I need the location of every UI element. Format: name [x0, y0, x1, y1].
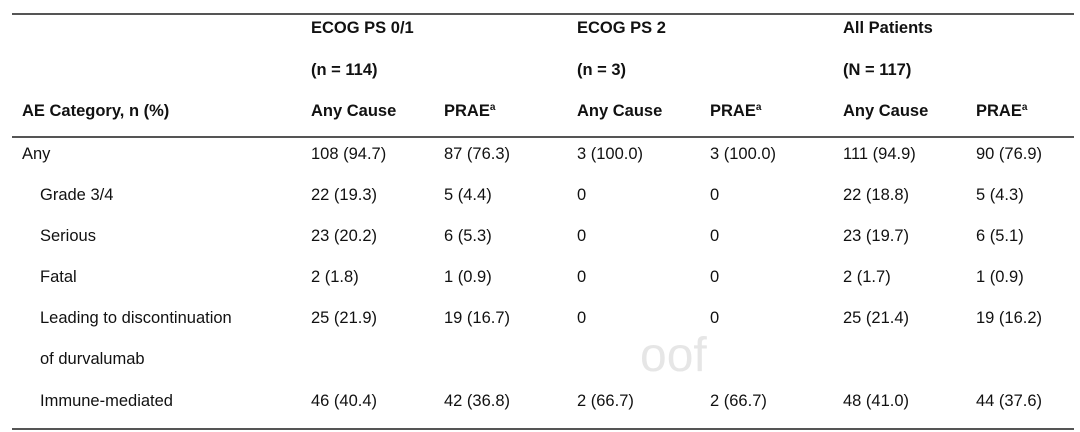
table-row: Any 108 (94.7) 87 (76.3) 3 (100.0) 3 (100.0)… [0, 142, 1080, 166]
row-label: Serious [40, 227, 96, 245]
table-cell: 42 (36.8) [444, 392, 511, 410]
table-cell: 1 (0.9) [976, 268, 1024, 286]
bottom-rule [12, 428, 1074, 430]
table-cell: 108 (94.7) [311, 145, 387, 163]
table-cell: 0 [710, 309, 720, 327]
watermark: oof [640, 329, 707, 382]
header-n-row: (n = 114) (n = 3) (N = 117) [0, 58, 1080, 82]
table-cell: 90 (76.9) [976, 145, 1043, 163]
group-title: All Patients [843, 19, 933, 37]
row-label: Fatal [40, 268, 77, 286]
table-cell: 6 (5.1) [976, 227, 1024, 245]
any-cause-header: Any Cause [577, 102, 663, 120]
table-cell: 2 (66.7) [710, 392, 767, 410]
table-cell: 25 (21.9) [311, 309, 378, 327]
table-cell: 0 [577, 309, 587, 327]
header-rule [12, 136, 1074, 138]
table-row: Fatal 2 (1.8) 1 (0.9) 0 0 2 (1.7) 1 (0.9) [0, 265, 1080, 289]
prae-header: PRAEa [976, 102, 1028, 120]
table-cell: 0 [577, 227, 587, 245]
table-cell: 0 [577, 186, 587, 204]
top-rule [12, 13, 1074, 15]
table-cell: 48 (41.0) [843, 392, 910, 410]
table-cell: 25 (21.4) [843, 309, 910, 327]
table-cell: 2 (1.8) [311, 268, 359, 286]
table-cell: 0 [710, 268, 720, 286]
group-title: ECOG PS 0/1 [311, 19, 414, 37]
table-row: Immune-mediated 46 (40.4) 42 (36.8) 2 (66.7… [0, 389, 1080, 413]
table-cell: 19 (16.7) [444, 309, 511, 327]
table-cell: 2 (66.7) [577, 392, 634, 410]
table-row: Leading to discontinuation of durvalumab 2… [0, 306, 1080, 368]
table-cell: 46 (40.4) [311, 392, 378, 410]
group-n: (n = 3) [577, 61, 627, 79]
group-title: ECOG PS 2 [577, 19, 666, 37]
group-n: (n = 114) [311, 61, 378, 79]
header-group-row: ECOG PS 0/1 ECOG PS 2 All Patients [0, 16, 1080, 40]
row-label: Immune-mediated [40, 392, 173, 410]
header-column-row: AE Category, n (%) Any Cause PRAEa Any C… [0, 99, 1080, 123]
prae-header: PRAEa [444, 102, 496, 120]
table-cell: 0 [577, 268, 587, 286]
row-label-continued: of durvalumab [40, 350, 145, 368]
table-cell: 1 (0.9) [444, 268, 492, 286]
table-row: Serious 23 (20.2) 6 (5.3) 0 0 23 (19.7) 6 (5.1… [0, 224, 1080, 248]
category-header: AE Category, n (%) [22, 102, 170, 120]
table-cell: 87 (76.3) [444, 145, 511, 163]
table-cell: 23 (19.7) [843, 227, 910, 245]
row-label: Any [22, 145, 51, 163]
table-cell: 44 (37.6) [976, 392, 1043, 410]
table-cell: 2 (1.7) [843, 268, 891, 286]
table-cell: 19 (16.2) [976, 309, 1043, 327]
table-cell: 22 (18.8) [843, 186, 910, 204]
table-cell: 23 (20.2) [311, 227, 378, 245]
table-cell: 6 (5.3) [444, 227, 492, 245]
table-cell: 0 [710, 227, 720, 245]
table-cell: 111 (94.9) [843, 145, 916, 163]
row-label: Leading to discontinuation [40, 309, 232, 327]
table-cell: 3 (100.0) [577, 145, 644, 163]
table-cell: 0 [710, 186, 720, 204]
group-n: (N = 117) [843, 61, 912, 79]
prae-header: PRAEa [710, 102, 762, 120]
table-cell: 5 (4.4) [444, 186, 492, 204]
table-cell: 3 (100.0) [710, 145, 777, 163]
table-cell: 5 (4.3) [976, 186, 1024, 204]
any-cause-header: Any Cause [311, 102, 397, 120]
table-cell: 22 (19.3) [311, 186, 378, 204]
row-label: Grade 3/4 [40, 186, 114, 204]
table-row: Grade 3/4 22 (19.3) 5 (4.4) 0 0 22 (18.8) 5 (4… [0, 183, 1080, 207]
any-cause-header: Any Cause [843, 102, 929, 120]
